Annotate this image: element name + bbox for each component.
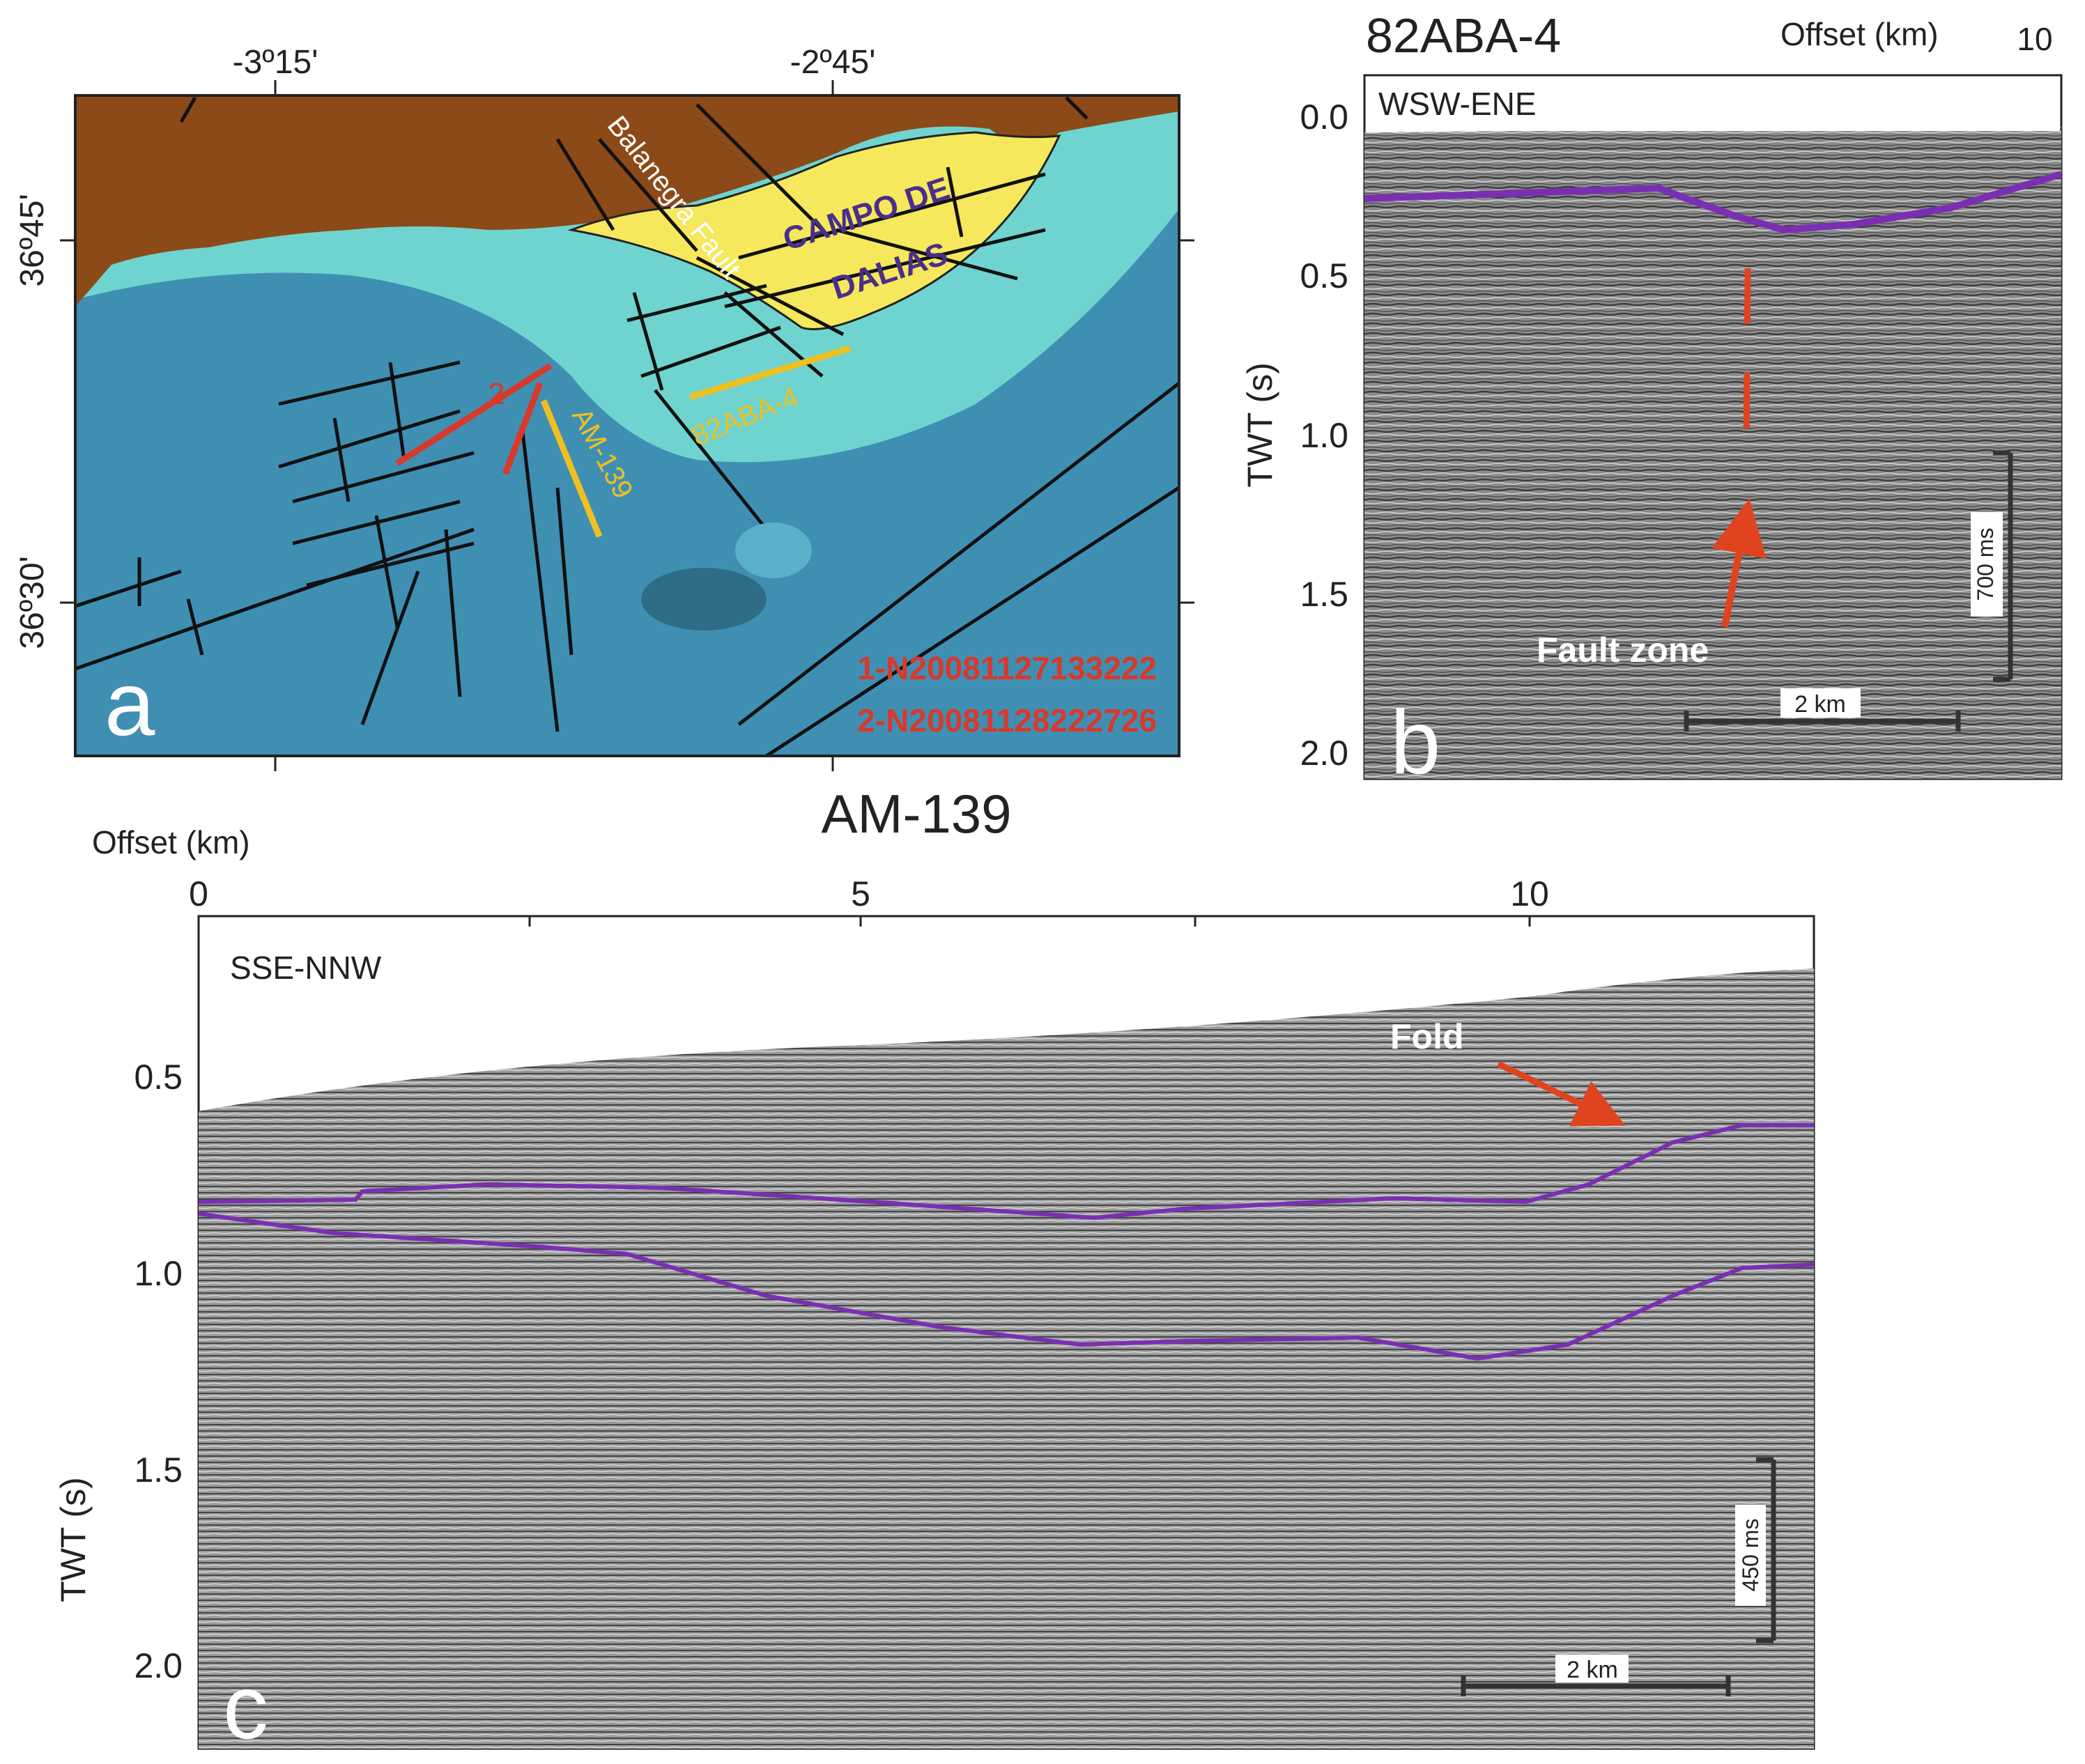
panel-c-scale-v: 450 ms (1738, 1519, 1763, 1592)
panel-c-scale-h: 2 km (1567, 1657, 1618, 1683)
map-seamount (641, 568, 767, 630)
map-ticks (60, 80, 1194, 771)
map-frame (74, 94, 1180, 757)
panel-b-direction: WSW-ENE (1378, 86, 1537, 122)
panel-c-ytick-1: 0.5 (134, 1058, 183, 1097)
panel-c-horizontal-scale-bg (1555, 1655, 1629, 1682)
panel-c-title: AM-139 (821, 783, 1011, 844)
panel-b-title: 82ABA-4 (1366, 8, 1561, 63)
panel-a-map: CAMPO DE DALIAS Balanegra Fault 82ABA-4 … (14, 44, 1194, 771)
panel-c-ytick-4: 2.0 (134, 1646, 183, 1685)
panel-c-seismic: AM-139 Offset (km) 0 5 10 Fold SSE-NNW T… (54, 783, 1815, 1758)
panel-c-annotation: Fold (1390, 1017, 1464, 1056)
panel-b-ytick-1: 0.0 (1300, 98, 1348, 137)
panel-b-scale-v: 700 ms (1973, 528, 1998, 601)
panel-c-ticks (197, 916, 1531, 927)
panel-b-ytick-5: 2.0 (1300, 734, 1348, 773)
panel-b-ytick-2: 0.5 (1300, 256, 1348, 295)
panel-c-xtick-1: 0 (189, 874, 208, 913)
panel-c-horizontal-scale (1461, 1676, 1731, 1696)
panel-c-ylabel: TWT (s) (54, 1477, 93, 1602)
panel-b-offset-label: Offset (km) (1780, 16, 1939, 52)
panel-c-ytick-2: 1.0 (134, 1254, 183, 1293)
panel-c-horizon-upper (198, 1123, 1814, 1221)
panel-b-annotation: Fault zone (1537, 630, 1709, 670)
panel-c-letter: c (223, 1656, 268, 1758)
panel-b-fault-dashes (1743, 268, 1751, 454)
panel-b-seismic-data (1364, 124, 2061, 779)
panel-c-vertical-scale (1756, 1457, 1776, 1643)
panel-b-horizon (1364, 171, 2063, 234)
map-event-id-2: 2-N20081128222726 (857, 702, 1157, 738)
panel-c-horizon-lower (198, 1212, 1815, 1361)
panel-b-vertical-scale (1993, 450, 2013, 682)
panel-a-letter: a (105, 653, 155, 755)
panel-c-vertical-scale-bg (1735, 1505, 1766, 1606)
map-land (75, 95, 1179, 307)
map-lon-label-2: -2º45' (790, 44, 876, 81)
map-event-line-2 (502, 382, 544, 475)
map-lon-label-1: -3º15' (233, 44, 318, 81)
panel-b-fault-arrow (1711, 498, 1767, 628)
panel-b-ytick-4: 1.5 (1300, 575, 1348, 614)
panel-b-vertical-scale-bg (1971, 512, 2003, 617)
panel-b-letter: b (1390, 691, 1440, 793)
map-lat-label-1: 36º45' (14, 194, 51, 286)
panel-c-fold-arrow (1497, 1060, 1626, 1127)
panel-c-offset-label: Offset (km) (92, 824, 250, 860)
map-profile-am139 (540, 399, 603, 538)
map-fault-lines (75, 96, 1180, 758)
panel-c-direction: SSE-NNW (230, 950, 382, 986)
map-fold-axes (137, 167, 964, 656)
panel-c-seismic-data (199, 968, 1814, 1749)
map-seamount-2 (735, 523, 812, 578)
panel-b-direction-box (1366, 77, 2060, 131)
map-lat-label-2: 36º30' (14, 556, 51, 649)
panel-b-ylabel: TWT (s) (1240, 362, 1279, 488)
map-event-id-1: 1-N20081127133222 (857, 650, 1157, 686)
panel-b-ytick-3: 1.0 (1300, 416, 1348, 455)
panel-b-horizontal-scale-bg (1780, 688, 1861, 718)
panel-b-offset-tick: 10 (2017, 21, 2052, 57)
panel-b-seismic: 82ABA-4 Offset (km) 10 Fault zone WSW-EN… (1240, 8, 2063, 793)
panel-c-ytick-3: 1.5 (134, 1450, 183, 1490)
map-event-marker: 2 (488, 377, 505, 411)
panel-b-scale-h: 2 km (1794, 691, 1846, 718)
map-profile-82aba4 (688, 345, 852, 401)
panel-c-xtick-3: 10 (1510, 874, 1549, 913)
map-event-line-1 (395, 363, 553, 466)
panel-b-horizontal-scale (1684, 711, 1961, 732)
panel-c-xtick-2: 5 (851, 874, 870, 913)
